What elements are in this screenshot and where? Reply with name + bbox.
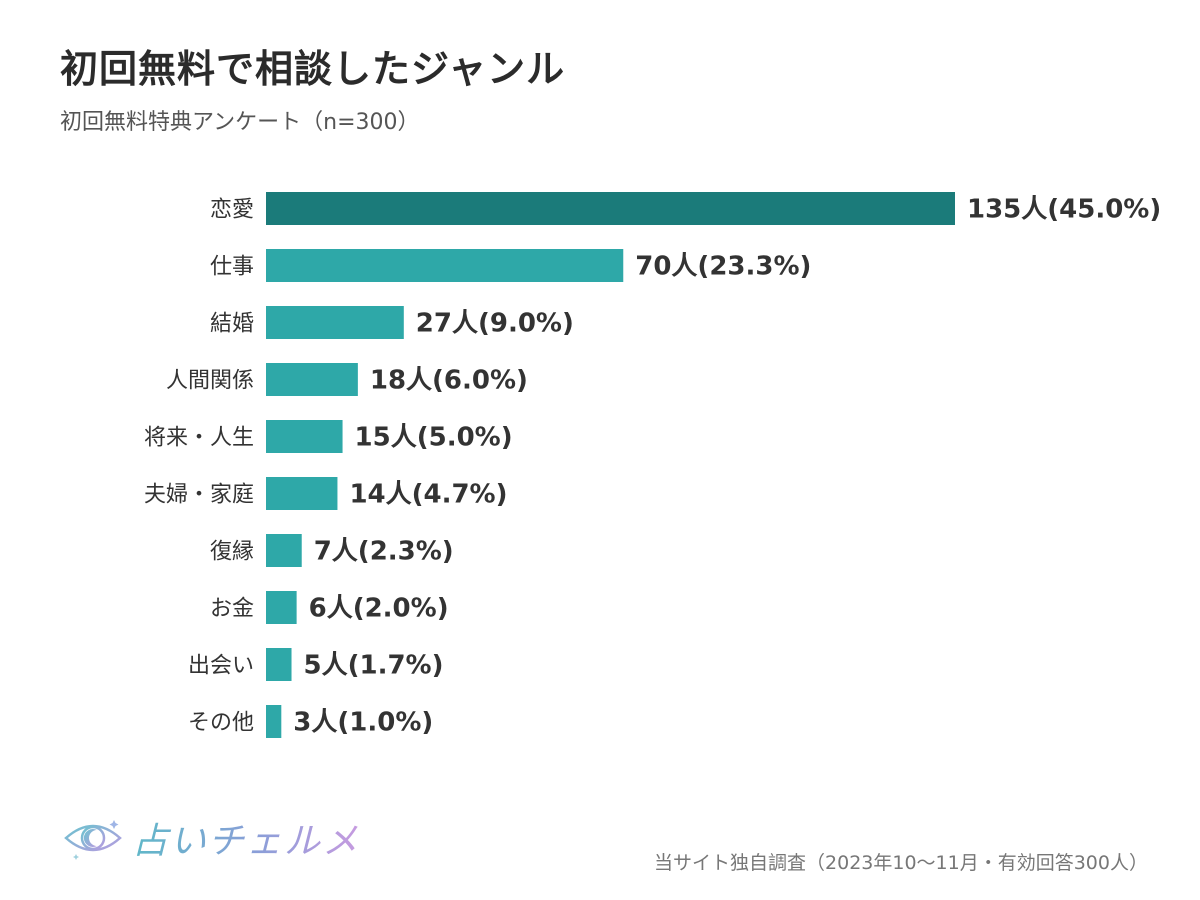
chart-title: 初回無料で相談したジャンル bbox=[60, 47, 566, 91]
value-label: 27人(9.0%) bbox=[416, 309, 574, 339]
bar bbox=[266, 192, 955, 225]
site-logo: 占いチェルメ bbox=[62, 812, 360, 864]
logo-text: 占いチェルメ bbox=[132, 812, 360, 864]
value-label: 3人(1.0%) bbox=[293, 708, 433, 738]
value-label: 15人(5.0%) bbox=[355, 423, 513, 453]
category-label: 復縁 bbox=[210, 540, 254, 565]
source-note: 当サイト独自調査（2023年10〜11月・有効回答300人） bbox=[654, 852, 1148, 874]
bar bbox=[266, 648, 292, 681]
value-label: 7人(2.3%) bbox=[314, 537, 454, 567]
bar bbox=[266, 534, 302, 567]
category-label: 人間関係 bbox=[166, 369, 254, 394]
eye-moon-icon bbox=[64, 820, 122, 860]
bar bbox=[266, 420, 343, 453]
category-label: 結婚 bbox=[210, 312, 254, 337]
category-label: お金 bbox=[210, 597, 254, 622]
category-label: 仕事 bbox=[210, 255, 254, 280]
value-label: 6人(2.0%) bbox=[309, 594, 449, 624]
bar-chart: 恋愛 135人(45.0%) 仕事 70人(23.3%) 結婚 27人(9.0%) 人間関係… bbox=[144, 192, 1161, 738]
value-label: 5人(1.7%) bbox=[304, 651, 444, 681]
category-label: 恋愛 bbox=[210, 198, 254, 223]
bar bbox=[266, 363, 358, 396]
chart-subtitle: 初回無料特典アンケート（n=300） bbox=[60, 110, 420, 135]
bar bbox=[266, 249, 624, 282]
value-label: 14人(4.7%) bbox=[349, 480, 507, 510]
bar bbox=[266, 705, 282, 738]
bar bbox=[266, 591, 297, 624]
category-label: その他 bbox=[188, 711, 254, 736]
category-label: 将来・人生 bbox=[144, 426, 254, 451]
category-label: 夫婦・家庭 bbox=[144, 483, 254, 508]
value-label: 70人(23.3%) bbox=[635, 252, 811, 282]
category-label: 出会い bbox=[188, 654, 254, 679]
bar bbox=[266, 477, 338, 510]
value-label: 135人(45.0%) bbox=[967, 195, 1161, 225]
value-label: 18人(6.0%) bbox=[370, 366, 528, 396]
bar bbox=[266, 306, 404, 339]
